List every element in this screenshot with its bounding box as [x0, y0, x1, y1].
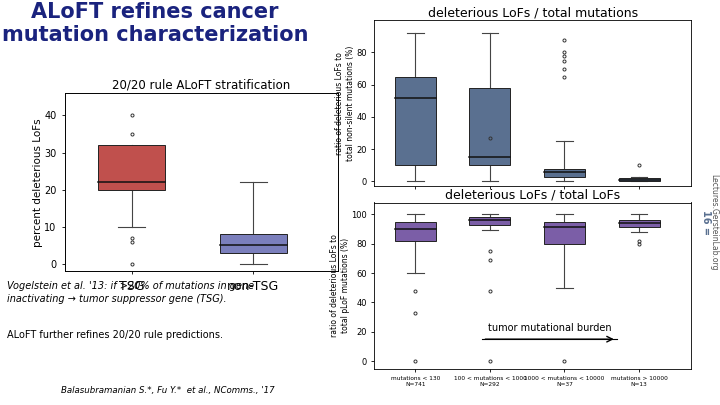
Title: deleterious LoFs / total mutations: deleterious LoFs / total mutations — [428, 6, 638, 19]
Bar — [544, 222, 585, 244]
Y-axis label: ratio of deleterious LoFs to
total pLoF mutations (%): ratio of deleterious LoFs to total pLoF … — [330, 234, 350, 337]
Bar — [618, 178, 660, 181]
Bar — [220, 234, 287, 253]
Text: tumor mutational burden: tumor mutational burden — [487, 323, 611, 333]
Text: ALoFT refines cancer
mutation characterization: ALoFT refines cancer mutation characteri… — [1, 2, 308, 45]
Bar — [544, 168, 585, 177]
Bar — [395, 77, 436, 165]
Bar — [618, 220, 660, 228]
Bar — [469, 217, 510, 224]
Y-axis label: ratio of deleterious LoFs to
total non-silent mutations (%): ratio of deleterious LoFs to total non-s… — [336, 46, 355, 161]
Text: Balasubramanian S.*, Fu Y.*  et al., NComms., '17: Balasubramanian S.*, Fu Y.* et al., NCom… — [61, 386, 275, 395]
Text: Lectures.GersteinLab.org: Lectures.GersteinLab.org — [709, 175, 719, 271]
Title: 20/20 rule ALoFT stratification: 20/20 rule ALoFT stratification — [112, 79, 291, 92]
Text: Vogelstein et al. '13: if >20% of mutations in gene
inactivating → tumor suppres: Vogelstein et al. '13: if >20% of mutati… — [7, 281, 254, 304]
Title: deleterious LoFs / total LoFs: deleterious LoFs / total LoFs — [445, 188, 621, 201]
Bar — [469, 88, 510, 165]
Text: 16 =: 16 = — [701, 210, 711, 235]
Bar — [395, 222, 436, 241]
Text: ALoFT further refines 20/20 rule predictions.: ALoFT further refines 20/20 rule predict… — [7, 330, 223, 340]
Bar — [98, 145, 165, 190]
Y-axis label: percent deleterious LoFs: percent deleterious LoFs — [32, 118, 42, 247]
